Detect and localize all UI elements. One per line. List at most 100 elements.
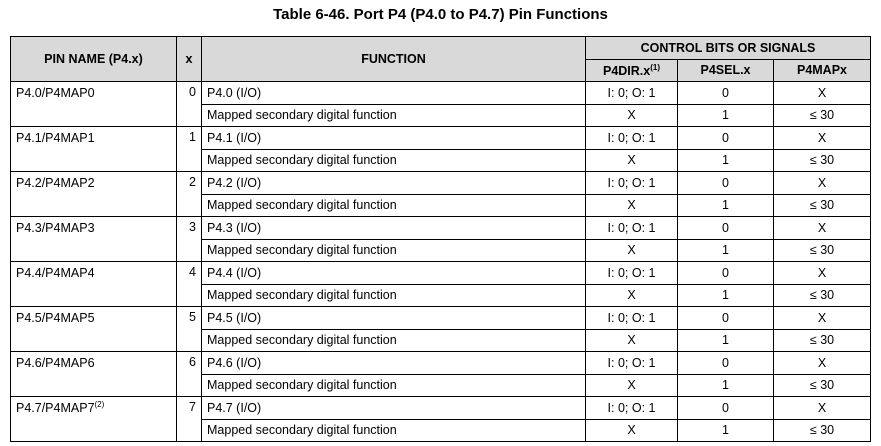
- p4sel-cell: 0: [677, 306, 774, 330]
- x-cell: 5: [176, 306, 202, 352]
- function-cell: Mapped secondary digital function: [201, 193, 586, 217]
- p4sel-cell: 0: [677, 216, 774, 240]
- p4dir-cell: I: 0; O: 1: [585, 261, 678, 285]
- pin-name-cell: P4.7/P4MAP7(2): [10, 396, 177, 442]
- header-x: x: [176, 36, 202, 82]
- p4map-cell: X: [773, 351, 871, 375]
- table-row: Mapped secondary digital function X 1 ≤ 30: [11, 328, 871, 352]
- function-cell: P4.3 (I/O): [201, 216, 586, 240]
- pin-name: P4.0/P4MAP0: [16, 86, 95, 100]
- p4sel-cell: 1: [677, 283, 774, 307]
- function-cell: P4.0 (I/O): [201, 81, 586, 105]
- p4dir-cell: I: 0; O: 1: [585, 306, 678, 330]
- p4dir-cell: X: [585, 148, 678, 172]
- function-cell: P4.6 (I/O): [201, 351, 586, 375]
- p4map-cell: X: [773, 126, 871, 150]
- header-pin-name: PIN NAME (P4.x): [10, 36, 177, 82]
- p4sel-cell: 0: [677, 171, 774, 195]
- p4map-cell: X: [773, 396, 871, 420]
- p4map-cell: X: [773, 306, 871, 330]
- p4sel-cell: 0: [677, 81, 774, 105]
- p4dir-cell: X: [585, 328, 678, 352]
- p4dir-cell: I: 0; O: 1: [585, 396, 678, 420]
- p4dir-cell: I: 0; O: 1: [585, 81, 678, 105]
- table-row: Mapped secondary digital function X 1 ≤ 30: [11, 148, 871, 172]
- p4dir-cell: X: [585, 193, 678, 217]
- table-row: Mapped secondary digital function X 1 ≤ 30: [11, 373, 871, 397]
- p4sel-cell: 1: [677, 103, 774, 127]
- p4sel-cell: 1: [677, 373, 774, 397]
- p4sel-cell: 1: [677, 193, 774, 217]
- p4sel-cell: 0: [677, 351, 774, 375]
- p4map-cell: ≤ 30: [773, 418, 871, 442]
- function-cell: P4.5 (I/O): [201, 306, 586, 330]
- function-cell: Mapped secondary digital function: [201, 418, 586, 442]
- function-cell: Mapped secondary digital function: [201, 148, 586, 172]
- p4sel-cell: 0: [677, 396, 774, 420]
- p4dir-cell: X: [585, 418, 678, 442]
- pin-name: P4.1/P4MAP1: [16, 131, 95, 145]
- function-cell: Mapped secondary digital function: [201, 373, 586, 397]
- table-row: Mapped secondary digital function X 1 ≤ 30: [11, 103, 871, 127]
- pin-name-cell: P4.2/P4MAP2: [10, 171, 177, 217]
- p4sel-cell: 1: [677, 418, 774, 442]
- function-cell: Mapped secondary digital function: [201, 238, 586, 262]
- p4sel-cell: 1: [677, 148, 774, 172]
- p4map-cell: ≤ 30: [773, 328, 871, 352]
- p4dir-cell: I: 0; O: 1: [585, 216, 678, 240]
- p4map-cell: ≤ 30: [773, 373, 871, 397]
- p4map-cell: ≤ 30: [773, 193, 871, 217]
- header-p4sel: P4SEL.x: [677, 58, 774, 82]
- x-cell: 0: [176, 81, 202, 127]
- function-cell: Mapped secondary digital function: [201, 328, 586, 352]
- p4dir-cell: I: 0; O: 1: [585, 171, 678, 195]
- pin-name: P4.2/P4MAP2: [16, 176, 95, 190]
- p4dir-cell: I: 0; O: 1: [585, 126, 678, 150]
- pin-name: P4.4/P4MAP4: [16, 266, 95, 280]
- pin-name-cell: P4.3/P4MAP3: [10, 216, 177, 262]
- function-cell: P4.2 (I/O): [201, 171, 586, 195]
- header-control-bits: CONTROL BITS OR SIGNALS: [585, 36, 871, 60]
- p4map-cell: X: [773, 171, 871, 195]
- pin-functions-table: PIN NAME (P4.x) x FUNCTION CONTROL BITS …: [10, 36, 871, 442]
- p4map-cell: X: [773, 261, 871, 285]
- pin-name-cell: P4.0/P4MAP0: [10, 81, 177, 127]
- x-cell: 3: [176, 216, 202, 262]
- header-p4dir-label: P4DIR.x: [602, 63, 651, 78]
- table-row: Mapped secondary digital function X 1 ≤ 30: [11, 193, 871, 217]
- function-cell: Mapped secondary digital function: [201, 103, 586, 127]
- x-cell: 2: [176, 171, 202, 217]
- table-title: Table 6-46. Port P4 (P4.0 to P4.7) Pin F…: [273, 6, 608, 23]
- pin-name: P4.3/P4MAP3: [16, 221, 95, 235]
- table-row: Mapped secondary digital function X 1 ≤ 30: [11, 418, 871, 442]
- x-cell: 7: [176, 396, 202, 442]
- p4dir-cell: X: [585, 283, 678, 307]
- p4map-cell: X: [773, 81, 871, 105]
- p4dir-cell: I: 0; O: 1: [585, 351, 678, 375]
- p4sel-cell: 0: [677, 261, 774, 285]
- pin-name-cell: P4.1/P4MAP1: [10, 126, 177, 172]
- footnote-ref: (2): [94, 400, 105, 409]
- function-cell: P4.4 (I/O): [201, 261, 586, 285]
- pin-name-cell: P4.4/P4MAP4: [10, 261, 177, 307]
- table-body: P4.0/P4MAP0 0 P4.0 (I/O) I: 0; O: 1 0 X Mapped…: [10, 81, 871, 442]
- p4sel-cell: 1: [677, 328, 774, 352]
- function-cell: P4.7 (I/O): [201, 396, 586, 420]
- pin-name: P4.6/P4MAP6: [16, 356, 95, 370]
- p4dir-cell: X: [585, 238, 678, 262]
- p4map-cell: X: [773, 216, 871, 240]
- p4map-cell: ≤ 30: [773, 148, 871, 172]
- pin-name: P4.5/P4MAP5: [16, 311, 95, 325]
- function-cell: P4.1 (I/O): [201, 126, 586, 150]
- function-cell: Mapped secondary digital function: [201, 283, 586, 307]
- pin-name-cell: P4.6/P4MAP6: [10, 351, 177, 397]
- p4sel-cell: 0: [677, 126, 774, 150]
- p4dir-cell: X: [585, 103, 678, 127]
- x-cell: 4: [176, 261, 202, 307]
